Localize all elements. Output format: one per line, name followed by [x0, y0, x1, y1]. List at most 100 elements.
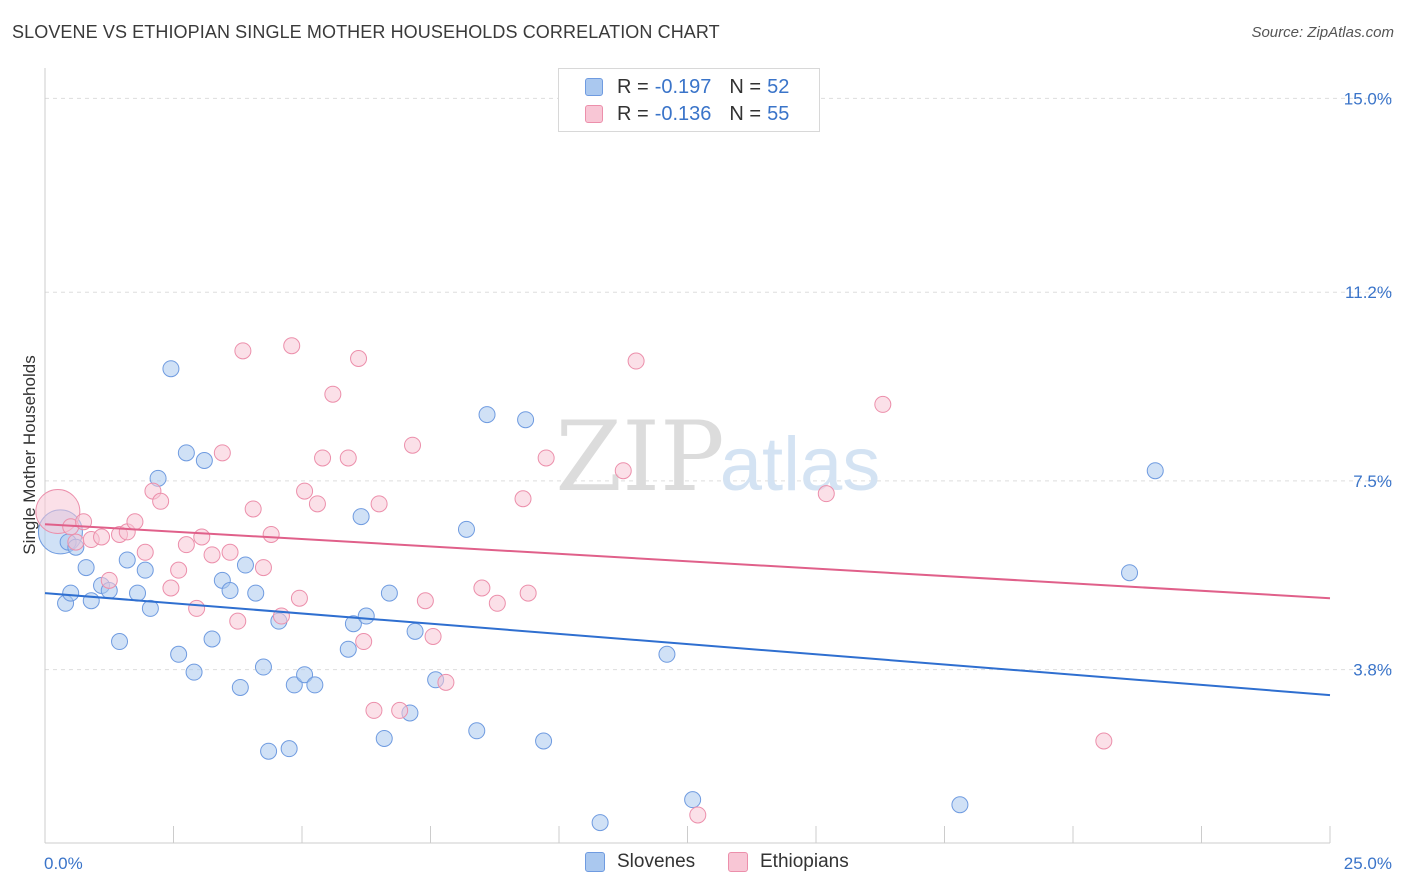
axes	[44, 68, 1331, 844]
legend-item-slovenes[interactable]: Slovenes	[585, 851, 695, 873]
legend-item-ethiopians[interactable]: Ethiopians	[728, 851, 849, 873]
slovenes-point	[535, 732, 553, 750]
slovenes-point	[231, 678, 249, 696]
ethiopians-point	[229, 612, 247, 630]
ethiopians-point	[93, 528, 111, 546]
ethiopians-point	[488, 594, 506, 612]
ethiopians-point	[391, 701, 409, 719]
data-points	[35, 337, 1164, 832]
ethiopians-point	[627, 352, 645, 370]
ethiopians-point	[290, 589, 308, 607]
ethiopians-point	[370, 495, 388, 513]
slovenes-swatch	[585, 78, 603, 96]
ethiopians-point	[188, 599, 206, 617]
ethiopians-point	[324, 385, 342, 403]
slovenes-point	[517, 411, 535, 429]
ethiopians-point	[213, 444, 231, 462]
slovenes-point	[344, 615, 362, 633]
ethiopians-point	[314, 449, 332, 467]
ethiopians-point	[152, 492, 170, 510]
y-tick-label: 3.8%	[1353, 661, 1392, 680]
x-tick-label: 25.0%	[1344, 854, 1392, 873]
ethiopians-point	[193, 528, 211, 546]
ethiopians-swatch	[728, 852, 748, 872]
ethiopians-point	[170, 561, 188, 579]
slovenes-point	[306, 676, 324, 694]
ethiopians-point	[614, 462, 632, 480]
ethiopians-point	[1095, 732, 1113, 750]
slovenes-point	[380, 584, 398, 602]
slovenes-point	[141, 599, 159, 617]
slovenes-point	[1146, 462, 1164, 480]
r-value: -0.197	[654, 75, 712, 98]
slovenes-point	[136, 561, 154, 579]
slovenes-point	[280, 740, 298, 758]
slovenes-point	[285, 676, 303, 694]
r-label: R =	[617, 102, 649, 125]
legend-label-ethiopians: Ethiopians	[760, 851, 849, 872]
slovenes-point	[457, 520, 475, 538]
ethiopians-point	[296, 482, 314, 500]
ethiopians-point	[100, 571, 118, 589]
slovenes-point	[254, 658, 272, 676]
slovenes-point	[236, 556, 254, 574]
n-label: N =	[729, 102, 762, 125]
slovenes-point	[375, 729, 393, 747]
ethiopians-point	[537, 449, 555, 467]
slovenes-point	[221, 582, 239, 600]
ethiopians-point	[404, 436, 422, 454]
y-tick-label: 7.5%	[1353, 472, 1392, 491]
trend-lines	[44, 523, 1331, 697]
slovenes-point	[591, 814, 609, 832]
correlation-legend: R = -0.197 N = 52 R = -0.136 N = 55	[558, 68, 820, 132]
slovenes-point	[247, 584, 265, 602]
ethiopians-point	[177, 536, 195, 554]
slovenes-point	[62, 584, 80, 602]
ethiopians-point	[67, 533, 85, 551]
slovenes-point	[406, 622, 424, 640]
x-tick-label: 0.0%	[44, 854, 83, 873]
y-tick-label: 15.0%	[1344, 89, 1392, 108]
legend-row-ethiopians: R = -0.136 N = 55	[585, 101, 789, 127]
ethiopians-point	[689, 806, 707, 824]
slovenes-point	[170, 645, 188, 663]
slovenes-point	[195, 452, 213, 469]
slovenes-point	[296, 666, 314, 684]
ethiopians-point	[350, 350, 368, 367]
ethiopians-point	[308, 495, 326, 513]
slovenes-point	[478, 406, 496, 424]
ethiopians-point	[244, 500, 262, 518]
slovenes-point	[1121, 564, 1139, 582]
ethiopians-trend-line	[44, 523, 1331, 600]
slovenes-point	[468, 722, 486, 740]
ethiopians-point	[203, 546, 221, 564]
legend-label-slovenes: Slovenes	[617, 851, 696, 872]
slovenes-swatch	[585, 852, 605, 872]
slovenes-trend-line	[44, 592, 1331, 697]
ethiopians-point	[437, 673, 455, 691]
chart-title: SLOVENE VS ETHIOPIAN SINGLE MOTHER HOUSE…	[12, 22, 720, 42]
slovenes-point	[684, 791, 702, 809]
ethiopians-point	[262, 525, 280, 543]
ethiopians-point	[254, 559, 272, 577]
slovenes-point	[129, 584, 147, 602]
ethiopians-point	[473, 579, 491, 597]
ethiopians-point	[817, 485, 835, 503]
ethiopians-point	[355, 633, 373, 651]
y-tick-label: 11.2%	[1345, 283, 1392, 302]
ethiopians-point	[339, 449, 357, 467]
ethiopians-point	[519, 584, 537, 602]
slovenes-point	[203, 630, 221, 648]
grid-lines	[45, 97, 1392, 671]
source-label: Source: ZipAtlas.com	[1251, 24, 1394, 41]
slovenes-point	[357, 607, 375, 625]
series-legend: Slovenes Ethiopians	[0, 851, 1406, 877]
slovenes-point	[82, 592, 100, 610]
ethiopians-point	[514, 490, 532, 508]
slovenes-point	[77, 559, 95, 577]
legend-row-slovenes: R = -0.197 N = 52	[585, 74, 789, 100]
ethiopians-point	[424, 627, 442, 645]
ethiopians-point	[283, 337, 301, 355]
slovenes-point	[177, 444, 195, 462]
